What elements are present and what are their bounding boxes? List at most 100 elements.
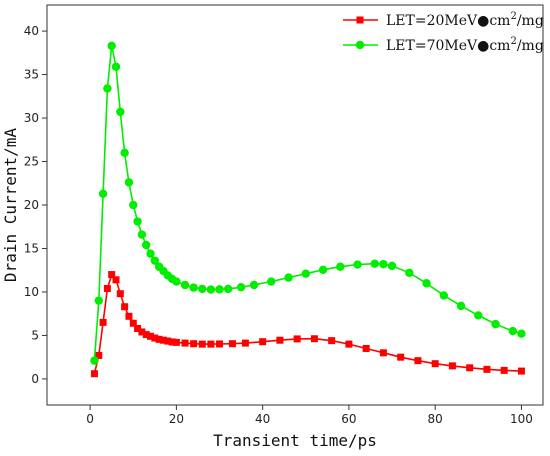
data-point [125, 312, 133, 320]
series-1 [90, 271, 525, 378]
y-tick-label: 35 [24, 68, 39, 82]
series-2 [90, 41, 526, 365]
data-point [168, 338, 176, 346]
data-point [500, 366, 508, 374]
data-point [387, 261, 397, 271]
data-point [146, 249, 155, 258]
data-point [318, 265, 328, 274]
data-point [151, 334, 159, 342]
data-point [259, 338, 267, 346]
data-point [517, 367, 525, 375]
y-tick-label: 10 [24, 285, 39, 299]
data-point [164, 337, 172, 345]
data-point [90, 370, 98, 378]
data-point [216, 340, 224, 348]
data-point [414, 357, 422, 365]
data-point [466, 364, 474, 372]
y-tick-label: 25 [24, 155, 39, 169]
data-point [228, 340, 236, 348]
data-point [267, 277, 276, 286]
legend-marker [355, 40, 365, 50]
data-point [241, 339, 249, 347]
data-point [328, 337, 336, 345]
data-point [483, 365, 491, 373]
data-point [276, 336, 284, 344]
data-point [116, 107, 125, 117]
data-point [147, 332, 155, 340]
y-tick-label: 15 [24, 241, 39, 255]
data-point [431, 360, 439, 368]
data-point [362, 344, 370, 352]
data-point [138, 328, 146, 336]
data-point [236, 282, 246, 292]
data-point [129, 319, 137, 327]
data-point [181, 339, 189, 347]
data-point [90, 356, 99, 365]
data-point [491, 319, 500, 329]
data-point [189, 283, 198, 292]
data-point [379, 349, 387, 357]
data-point [207, 340, 215, 348]
data-point [345, 340, 353, 348]
data-point [190, 340, 198, 348]
data-point [206, 285, 216, 294]
y-tick-label: 0 [31, 372, 39, 386]
data-point [155, 335, 163, 343]
data-point [474, 311, 483, 320]
data-point [422, 279, 431, 288]
data-point [142, 240, 151, 250]
x-tick-label: 60 [341, 412, 356, 426]
y-tick-label: 20 [24, 198, 39, 212]
data-point [223, 284, 233, 294]
legend-marker [356, 16, 364, 24]
series-line [93, 45, 522, 361]
legend-item-2: LET=70MeV●cm2/mg [343, 36, 544, 54]
data-point [508, 326, 518, 336]
y-tick-label: 40 [24, 24, 39, 38]
series-line [93, 272, 522, 374]
legend: LET=20MeV●cm2/mg LET=70MeV●cm2/mg [343, 11, 544, 54]
legend-item-1: LET=20MeV●cm2/mg [343, 11, 544, 29]
x-tick-label: 0 [86, 412, 94, 426]
data-point [353, 260, 362, 269]
data-point [120, 148, 129, 158]
data-point [439, 291, 448, 300]
data-point [405, 268, 414, 278]
plot-frame [46, 4, 544, 406]
x-tick-label: 100 [510, 412, 533, 426]
data-point [150, 256, 160, 265]
data-point [95, 351, 103, 359]
data-point [336, 262, 345, 271]
data-point [121, 303, 129, 311]
data-point [215, 285, 224, 294]
y-axis-title: Drain Current/mA [1, 128, 20, 282]
data-point [112, 276, 120, 284]
data-point [111, 62, 121, 71]
data-point [456, 301, 466, 311]
data-point [180, 280, 190, 290]
data-point [108, 271, 116, 279]
x-tick-label: 20 [169, 412, 184, 426]
series-layer [90, 41, 526, 378]
axis-ticks: 0 20 40 60 80 100 0 5 10 15 20 25 30 35 40 [24, 24, 533, 426]
x-axis-title: Transient time/ps [213, 431, 377, 450]
data-point [370, 259, 379, 268]
data-point [103, 84, 112, 93]
data-point [159, 336, 167, 344]
data-point [172, 338, 180, 346]
data-point [124, 178, 134, 187]
data-point [397, 353, 405, 361]
data-point [94, 296, 103, 305]
legend-label: LET=20MeV●cm2/mg [386, 11, 544, 29]
legend-label: LET=70MeV●cm2/mg [386, 36, 544, 54]
data-point [107, 41, 116, 51]
data-point [98, 189, 108, 198]
data-point [198, 340, 206, 348]
data-point [129, 200, 138, 210]
data-point [448, 362, 456, 370]
y-tick-label: 30 [24, 111, 39, 125]
data-point [116, 290, 124, 298]
data-point [310, 335, 318, 343]
data-point [198, 284, 207, 294]
